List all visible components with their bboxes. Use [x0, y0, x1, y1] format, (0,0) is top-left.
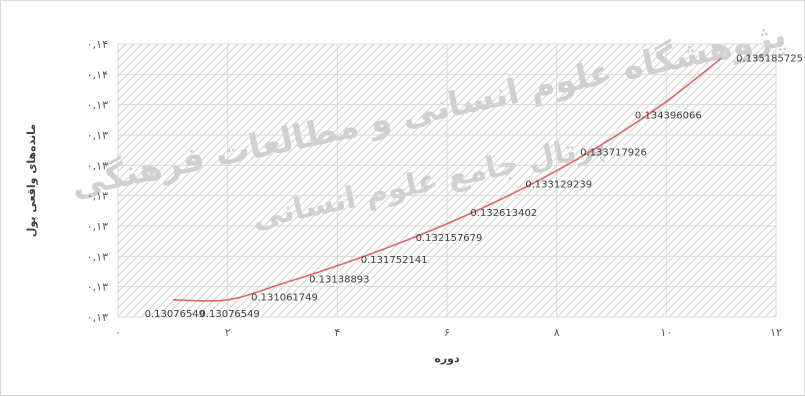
- x-tick-label: ١٠: [660, 326, 672, 339]
- y-tick-label: ٠,١۴: [87, 68, 108, 81]
- data-label: 0.131752141: [361, 255, 428, 266]
- y-tick-label: ٠,١٣: [87, 129, 108, 142]
- y-tick-label: ٠,١٣: [87, 99, 108, 112]
- y-axis-title: مانده‌های واقعی پول: [25, 124, 38, 237]
- y-tick-label: ٠,١٣: [87, 159, 108, 172]
- data-label: 0.132613402: [470, 208, 537, 219]
- data-label: 0.13138893: [309, 275, 369, 286]
- x-axis-title: دوره: [434, 352, 460, 365]
- data-label: 0.134396066: [635, 111, 702, 122]
- data-label: 0.131061749: [251, 293, 318, 304]
- data-label: 0.133717926: [580, 148, 647, 159]
- x-tick-label: ٢: [225, 326, 231, 339]
- y-tick-label: ٠,١٣: [87, 220, 108, 233]
- y-tick-label: ٠,١٣: [87, 190, 108, 203]
- x-tick-label: ۴: [334, 326, 340, 339]
- data-label: 0.132157679: [416, 233, 483, 244]
- x-tick-label: ٨: [554, 326, 560, 339]
- data-label: 0.135185725: [736, 53, 803, 64]
- x-tick-label: ۶: [444, 326, 450, 339]
- series-line: [172, 57, 722, 302]
- data-label: 0.13076549: [145, 309, 205, 320]
- y-axis-ticks: ٠,١۴ ٠,١۴ ٠,١٣ ٠,١٣ ٠,١٣ ٠,١٣ ٠,١٣ ٠,١٣ ٠,١٣ ٠,١٣: [87, 38, 108, 324]
- y-tick-label: ٠,١۴: [87, 38, 108, 51]
- y-tick-label: ٠,١٣: [87, 311, 108, 324]
- series-group: [172, 57, 722, 302]
- x-tick-label: ١٢: [770, 326, 782, 339]
- y-tick-label: ٠,١٣: [87, 281, 108, 294]
- gridlines: [117, 43, 777, 318]
- x-axis-ticks: ٠ ٢ ۴ ۶ ٨ ١٠ ١٢: [115, 326, 782, 339]
- data-label: 0.133129239: [525, 180, 592, 191]
- x-tick-label: ٠: [115, 326, 121, 339]
- y-tick-label: ٠,١٣: [87, 250, 108, 263]
- data-label: 0.13076549: [199, 309, 259, 320]
